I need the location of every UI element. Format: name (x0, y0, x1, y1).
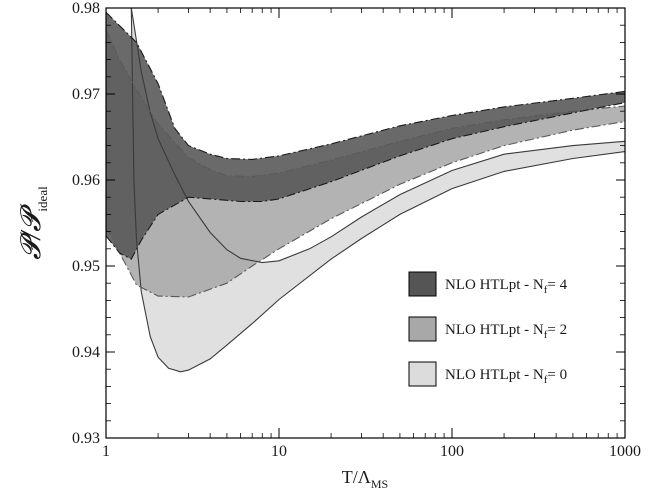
y-tick-label: 0.93 (72, 430, 100, 447)
legend-label: NLO HTLpt - Nf= 2 (445, 322, 567, 341)
y-axis-label-main: 𝓟/𝓟 (16, 204, 47, 260)
legend-label-name: NLO HTLpt - N (445, 277, 544, 293)
legend-swatch (408, 271, 437, 297)
band-1-upper-boundary (106, 29, 625, 178)
y-tick-label: 0.94 (72, 344, 100, 361)
legend-label-suffix: = 0 (547, 367, 567, 383)
x-tick-label: 10 (271, 443, 287, 460)
legend-label-suffix: = 4 (547, 277, 567, 293)
axis-ticks: 0.93 0.94 0.95 0.96 0.97 0.98 1 10 100 1000 (72, 0, 641, 460)
legend-label-suffix: = 2 (547, 322, 567, 338)
y-axis-label: 𝓟/𝓟ideal (16, 186, 50, 260)
y-tick-label: 0.95 (72, 258, 100, 275)
band-2-upper-boundary (106, 11, 625, 160)
band-0 (131, 8, 625, 372)
band-2 (106, 12, 625, 260)
legend-swatch (408, 316, 437, 342)
band-0-upper-boundary (130, 8, 625, 264)
x-axis-label-main: T/Λ (342, 467, 371, 487)
band-1-lower-boundary (106, 120, 625, 298)
x-tick-label: 1 (102, 443, 110, 460)
band-boundaries (106, 8, 625, 373)
legend-label: NLO HTLpt - Nf= 4 (445, 277, 568, 296)
legend-label-sub: f (544, 374, 548, 386)
legend-label-name: NLO HTLpt - N (445, 322, 544, 338)
legend-label-sub: f (544, 284, 548, 296)
plot-frame (105, 7, 626, 439)
legend-label-name: NLO HTLpt - N (445, 367, 544, 383)
y-tick-label: 0.98 (72, 0, 100, 17)
x-tick-label: 1000 (609, 443, 641, 460)
x-tick-label: 100 (440, 443, 464, 460)
x-axis-label: T/ΛMS (342, 467, 388, 491)
legend-label-sub: f (544, 329, 548, 341)
legend-label: NLO HTLpt - Nf= 0 (445, 367, 567, 386)
band-0-lower-boundary (130, 8, 625, 373)
y-tick-label: 0.96 (72, 172, 100, 189)
data-bands (106, 8, 625, 372)
legend-swatch (408, 361, 437, 387)
x-axis-label-sub: MS (371, 477, 388, 491)
y-tick-label: 0.97 (72, 86, 100, 103)
y-axis-label-sub: ideal (35, 186, 50, 212)
